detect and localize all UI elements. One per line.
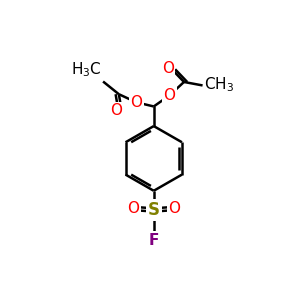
Text: O: O [164, 88, 175, 103]
Text: O: O [168, 201, 180, 216]
Text: O: O [127, 201, 139, 216]
Text: H$_3$C: H$_3$C [71, 61, 102, 79]
Text: F: F [148, 233, 159, 248]
Text: S: S [148, 201, 160, 219]
Text: O: O [162, 61, 174, 76]
Text: CH$_3$: CH$_3$ [204, 75, 234, 94]
Text: O: O [110, 103, 123, 118]
Text: O: O [130, 95, 142, 110]
